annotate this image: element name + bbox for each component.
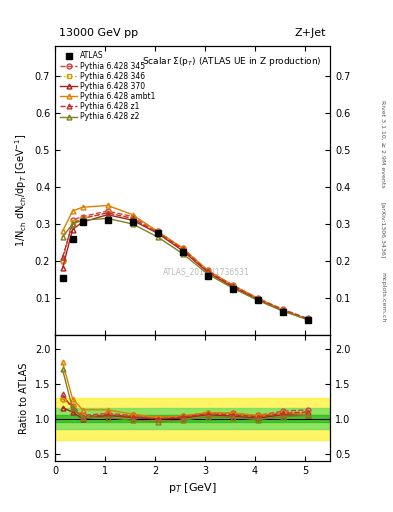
- Text: 13000 GeV pp: 13000 GeV pp: [59, 28, 138, 38]
- Bar: [55, 398, 330, 440]
- Text: Scalar $\Sigma$(p$_T$) (ATLAS UE in Z production): Scalar $\Sigma$(p$_T$) (ATLAS UE in Z pr…: [142, 55, 322, 68]
- Text: [arXiv:1306.3436]: [arXiv:1306.3436]: [381, 202, 386, 259]
- Text: mcplots.cern.ch: mcplots.cern.ch: [381, 272, 386, 322]
- X-axis label: p$_T$ [GeV]: p$_T$ [GeV]: [168, 481, 217, 495]
- Legend: ATLAS, Pythia 6.428 345, Pythia 6.428 346, Pythia 6.428 370, Pythia 6.428 ambt1,: ATLAS, Pythia 6.428 345, Pythia 6.428 34…: [59, 50, 157, 123]
- Y-axis label: Ratio to ATLAS: Ratio to ATLAS: [19, 362, 29, 434]
- Bar: [55, 415, 330, 422]
- Text: Rivet 3.1.10, ≥ 2.9M events: Rivet 3.1.10, ≥ 2.9M events: [381, 99, 386, 187]
- Y-axis label: 1/N$_{\rm ch}$ dN$_{\rm ch}$/dp$_T$ [GeV$^{-1}$]: 1/N$_{\rm ch}$ dN$_{\rm ch}$/dp$_T$ [GeV…: [13, 134, 29, 247]
- Bar: [55, 409, 330, 430]
- Text: ATLAS_2019_I1736531: ATLAS_2019_I1736531: [163, 267, 250, 276]
- Text: Z+Jet: Z+Jet: [295, 28, 326, 38]
